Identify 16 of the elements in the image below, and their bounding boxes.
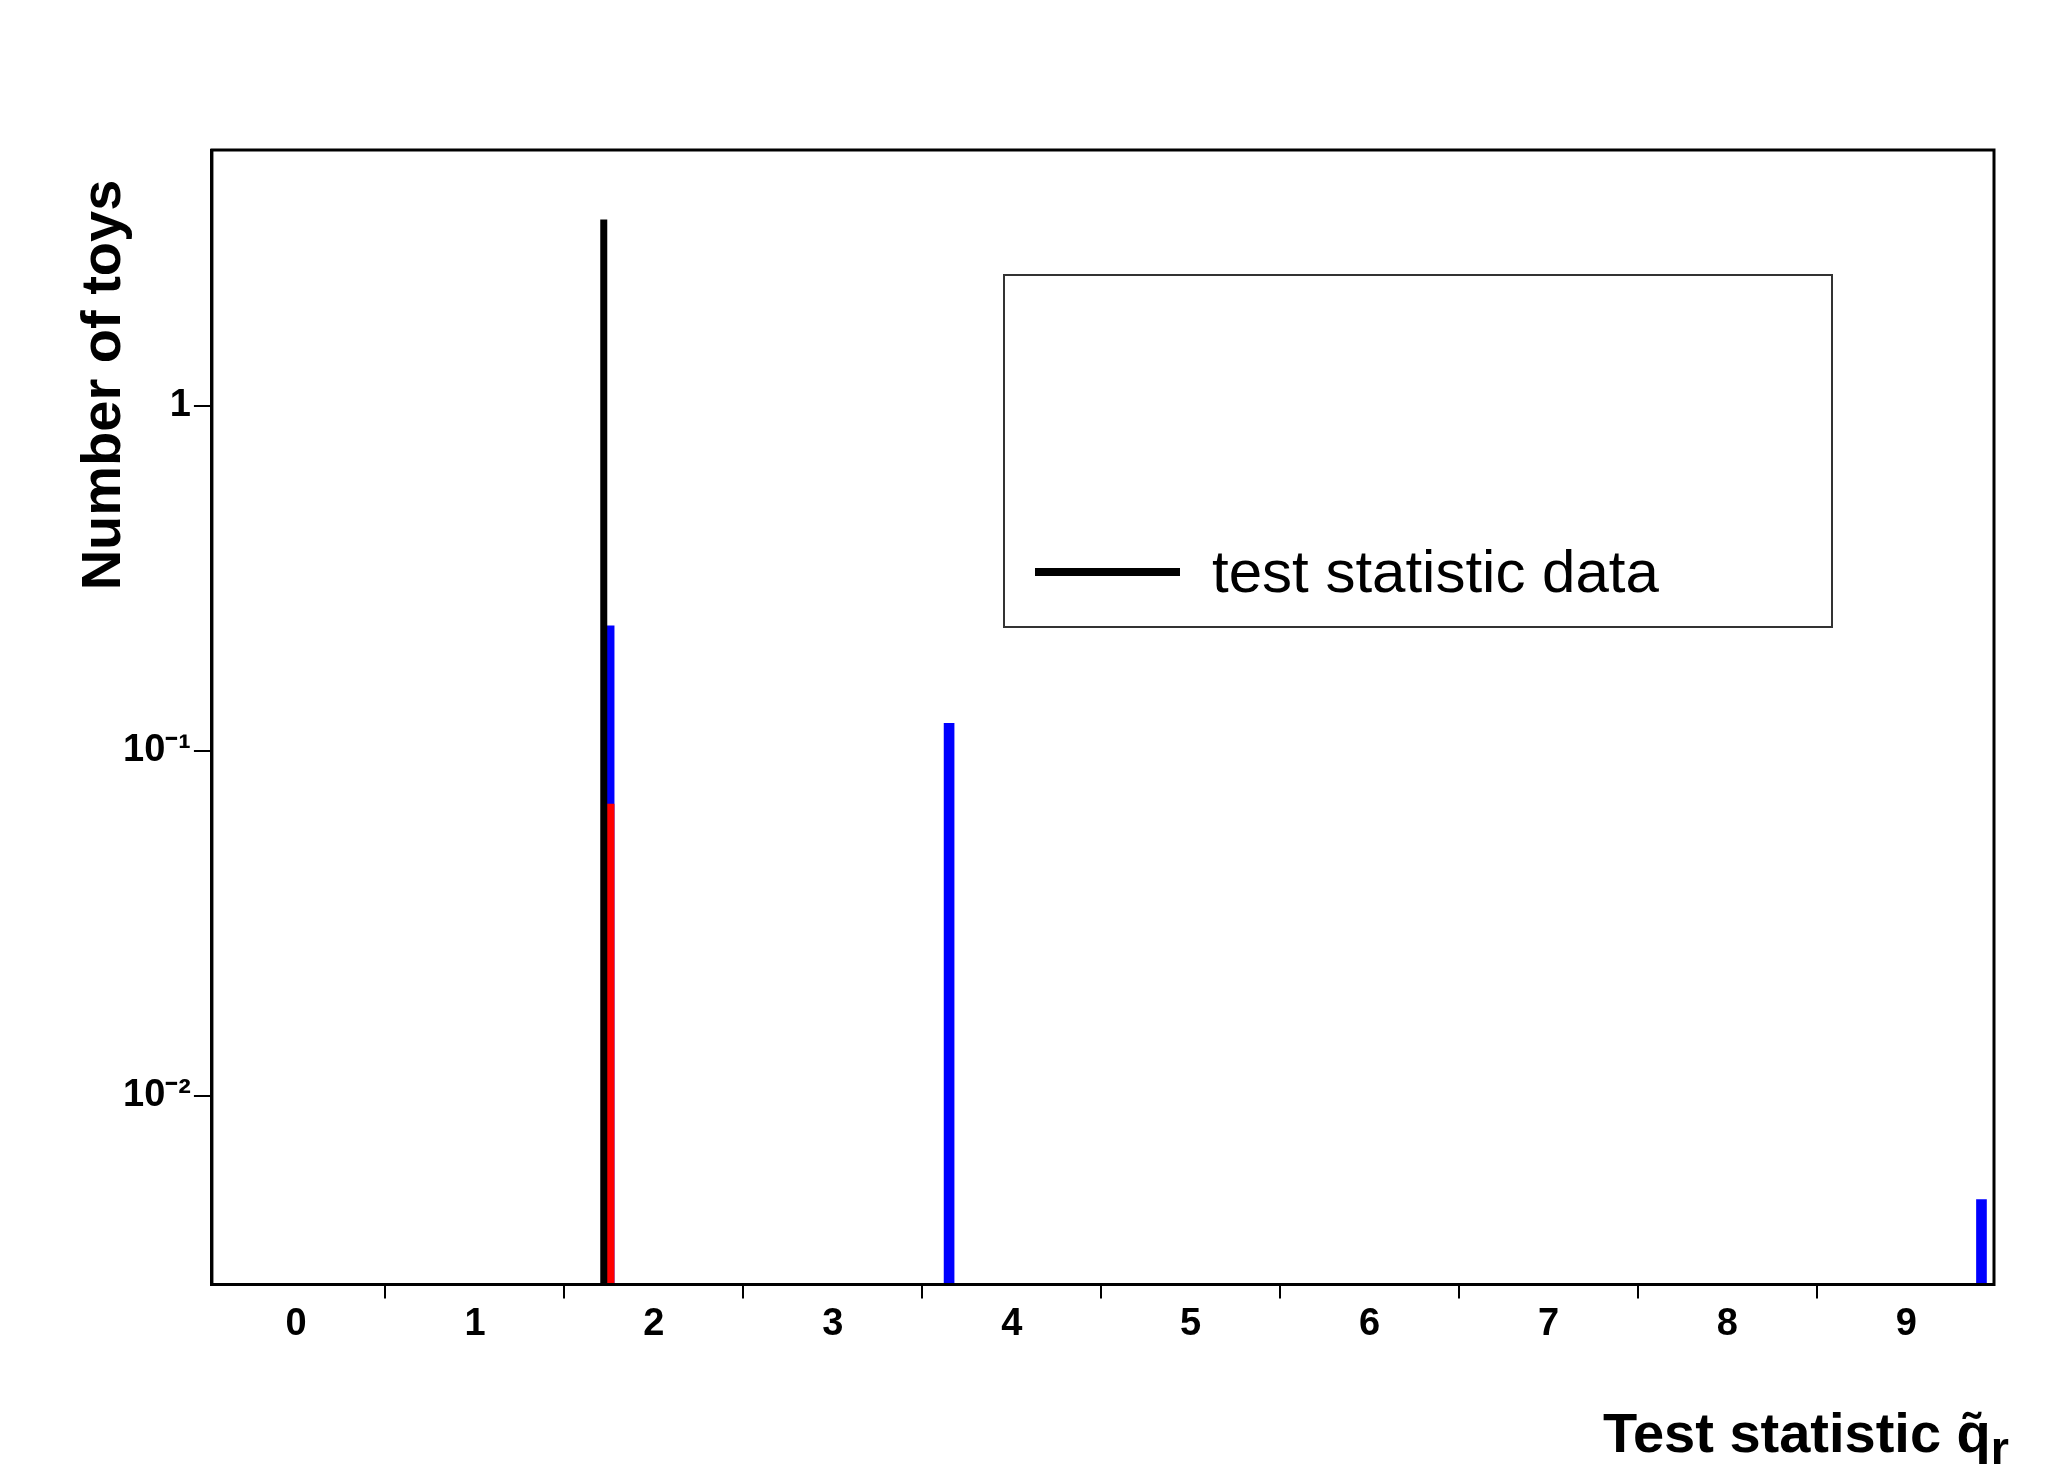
x-tick-label: 7	[1537, 1300, 1560, 1343]
x-tick-label: 0	[285, 1300, 307, 1343]
x-tick-label: 9	[1895, 1300, 1917, 1343]
legend-label: test statistic data	[1212, 537, 1659, 606]
x-tick-label: 1	[464, 1300, 486, 1343]
x-tick-label: 4	[1001, 1300, 1023, 1343]
x-tick-label: 2	[643, 1300, 665, 1343]
y-tick-label: 1	[169, 381, 191, 424]
x-tick-label: 3	[822, 1300, 844, 1343]
y-axis-title: Number of toys	[67, 179, 133, 591]
y-tick-label: 10⁻²	[123, 1072, 191, 1115]
x-tick-label: 8	[1716, 1300, 1738, 1343]
y-tick-label: 10⁻¹	[123, 727, 191, 770]
x-tick-label: 6	[1358, 1300, 1381, 1343]
x-tick-label: 5	[1180, 1300, 1202, 1343]
x-axis-title: Test statistic q̃$_{r}$	[1602, 1400, 2009, 1475]
